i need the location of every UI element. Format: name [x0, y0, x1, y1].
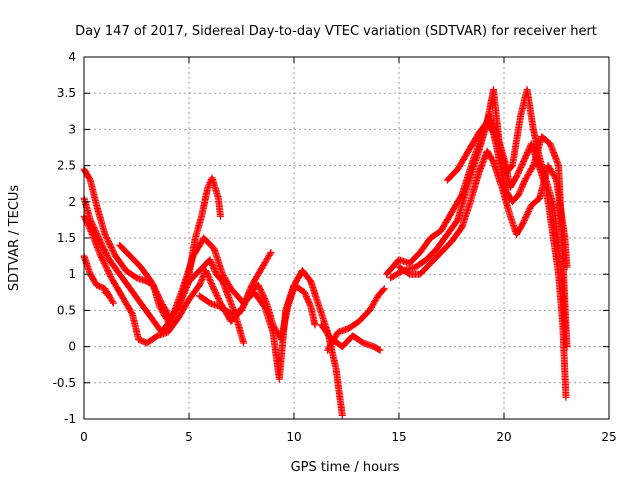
y-tick-label: 4: [68, 50, 76, 64]
data-series: [395, 147, 571, 278]
data-marker-trace: [80, 165, 248, 347]
data-marker-trace: [80, 212, 275, 347]
data-series: [196, 267, 346, 419]
data-marker-trace: [196, 267, 346, 419]
y-tick-label: 3: [68, 122, 76, 136]
grid-lines: [84, 57, 609, 419]
y-tick-label: -0.5: [53, 376, 76, 390]
y-tick-label: 0.5: [57, 303, 76, 317]
y-axis-label: SDTVAR / TECUs: [7, 185, 22, 292]
data-series: [387, 86, 569, 332]
data-series: [116, 174, 224, 322]
data-marker-trace: [324, 285, 388, 354]
data-series: [317, 321, 384, 354]
data-marker-trace: [317, 321, 384, 354]
y-tick-label: 1.5: [57, 231, 76, 245]
y-tick-label: 1: [68, 267, 76, 281]
data-marker-trace: [116, 174, 224, 322]
y-tick-label: -1: [64, 412, 76, 426]
axis-ticks: 0 5 10 15 20 25 -1 -0.5 0 0.5 1 1.5 2 2.5 3 3.5 4: [53, 50, 617, 444]
data-marker-trace: [443, 118, 571, 351]
x-axis-label: GPS time / hours: [291, 460, 400, 475]
x-tick-label: 5: [185, 430, 193, 444]
y-tick-label: 0: [68, 340, 76, 354]
y-tick-label: 2: [68, 195, 76, 209]
x-tick-label: 15: [391, 430, 406, 444]
data-series: [324, 285, 388, 354]
x-tick-label: 25: [601, 430, 616, 444]
x-tick-label: 0: [80, 430, 88, 444]
data-marker-trace: [387, 86, 569, 332]
data-series: [80, 212, 275, 347]
x-tick-label: 10: [286, 430, 301, 444]
data-series: [80, 165, 248, 347]
x-tick-label: 20: [496, 430, 511, 444]
chart-title: Day 147 of 2017, Sidereal Day-to-day VTE…: [75, 24, 597, 39]
data-marker-trace: [395, 147, 571, 278]
y-tick-label: 2.5: [57, 159, 76, 173]
data-points: [80, 86, 571, 419]
y-tick-label: 3.5: [57, 86, 76, 100]
data-series: [443, 118, 571, 351]
